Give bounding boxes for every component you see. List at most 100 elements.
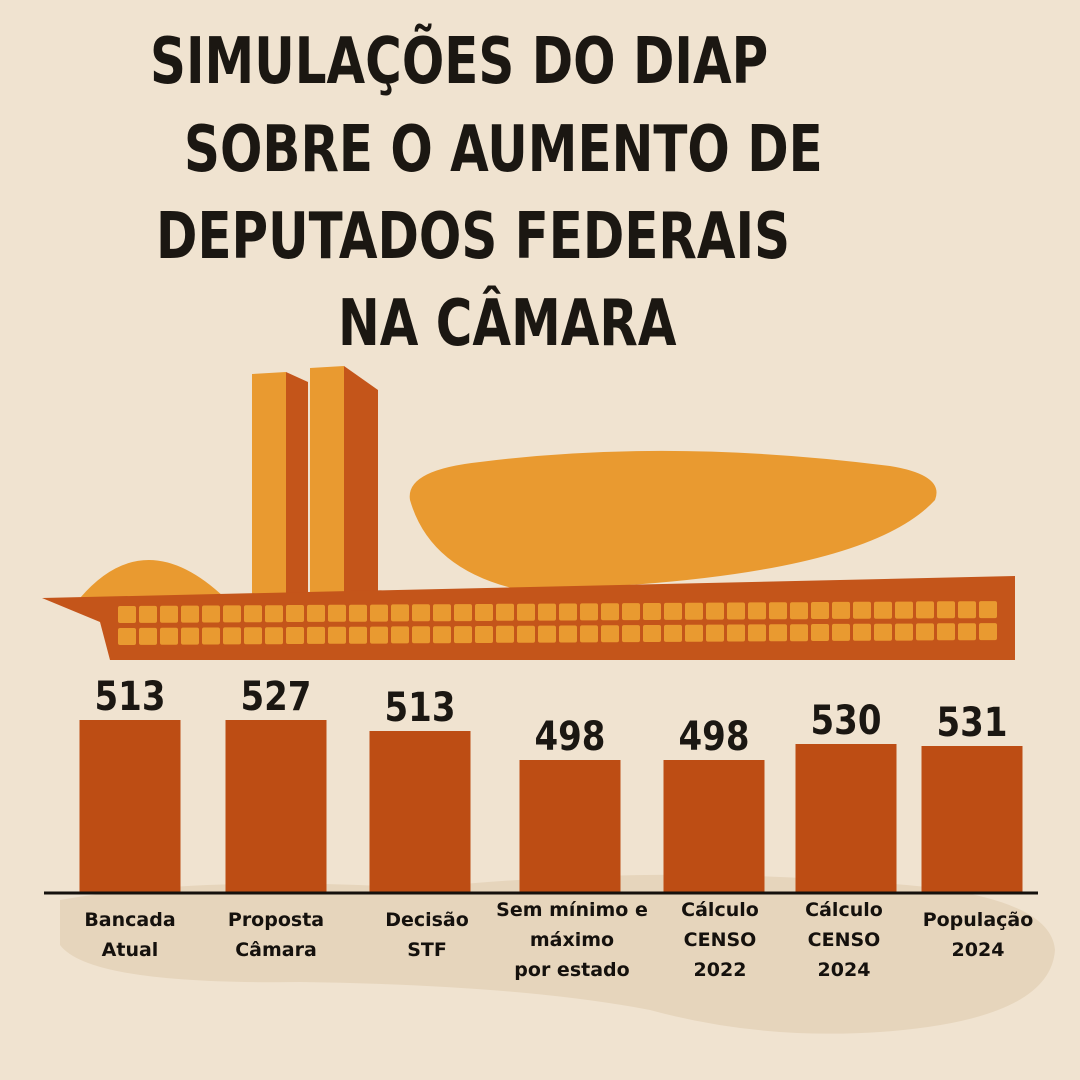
building-window	[622, 603, 640, 621]
category-label-4-line-2: 2022	[694, 959, 747, 981]
building-window	[349, 604, 367, 622]
building-window	[286, 627, 304, 644]
building-window	[811, 624, 829, 641]
building-window	[370, 626, 388, 644]
building-window	[265, 627, 283, 645]
bar-3	[519, 760, 621, 893]
bar-5	[795, 744, 897, 893]
building-window	[790, 602, 808, 620]
building-window	[160, 627, 178, 645]
building-window	[895, 601, 913, 619]
label-backdrop	[60, 874, 1055, 1034]
building-window	[307, 626, 325, 644]
building-window	[454, 604, 472, 622]
value-label-1: 527	[241, 673, 312, 719]
building-window	[223, 605, 241, 623]
building-window	[412, 604, 430, 622]
bar-4	[663, 760, 765, 893]
building-window	[832, 623, 850, 641]
building-window	[685, 602, 703, 620]
category-label-5-line-2: 2024	[818, 959, 871, 981]
tower-left	[252, 372, 286, 598]
building-window	[601, 603, 619, 621]
building-window	[160, 605, 178, 623]
building-window	[832, 601, 850, 619]
building-window	[559, 625, 577, 643]
building-window	[496, 603, 514, 621]
building-window	[937, 601, 955, 619]
building-window	[286, 605, 304, 622]
building-window	[790, 624, 808, 642]
bar-0	[79, 720, 181, 893]
building-window	[265, 605, 283, 623]
building-window	[391, 626, 409, 644]
category-label-1-line-1: Câmara	[235, 939, 317, 961]
building-window	[475, 626, 493, 643]
building-window	[958, 601, 976, 619]
category-label-4-line-0: Cálculo	[681, 899, 759, 921]
category-label-1-line-0: Proposta	[228, 909, 324, 931]
building-window	[643, 625, 661, 642]
building-window	[496, 625, 514, 643]
building-window	[748, 602, 766, 620]
category-label-2-line-0: Decisão	[385, 909, 469, 931]
title-line-4: NA CÂMARA	[338, 287, 677, 361]
building-window	[853, 623, 871, 641]
building-window	[433, 626, 451, 644]
building-window	[580, 603, 598, 621]
building-window	[706, 602, 724, 620]
building-window	[139, 627, 157, 645]
congress-building-illustration	[42, 366, 1015, 660]
building-window	[538, 603, 556, 621]
category-label-2-line-1: STF	[407, 939, 447, 961]
value-label-5: 530	[811, 697, 882, 743]
building-window	[181, 605, 199, 623]
chamber-bowl	[409, 450, 937, 590]
category-label-0-line-1: Atual	[102, 939, 159, 961]
building-window	[517, 603, 535, 621]
building-window	[916, 623, 934, 641]
building-window	[433, 604, 451, 622]
bar-6	[921, 746, 1023, 893]
building-window	[139, 605, 157, 623]
tower-right-side	[344, 366, 378, 598]
category-label-3-line-0: Sem mínimo e	[496, 899, 648, 921]
category-label-5-line-0: Cálculo	[805, 899, 883, 921]
building-window	[811, 602, 829, 619]
building-window	[118, 606, 136, 623]
building-window	[727, 602, 745, 620]
building-window	[853, 601, 871, 619]
category-label-0-line-0: Bancada	[84, 909, 175, 931]
building-window	[748, 624, 766, 642]
building-window	[412, 626, 430, 644]
building-window	[475, 604, 493, 621]
building-window	[685, 624, 703, 642]
building-window	[979, 623, 997, 641]
value-label-2: 513	[385, 684, 456, 730]
building-window	[244, 627, 262, 645]
building-window	[874, 601, 892, 619]
building-window	[244, 605, 262, 623]
building-window	[958, 623, 976, 641]
building-window	[769, 602, 787, 620]
building-window	[454, 626, 472, 644]
category-label-6-line-0: População	[923, 909, 1034, 931]
building-window	[664, 602, 682, 620]
building-window	[202, 605, 220, 623]
building-window	[937, 623, 955, 641]
value-label-3: 498	[535, 713, 606, 759]
value-label-4: 498	[679, 713, 750, 759]
building-window	[328, 626, 346, 644]
category-label-5-line-1: CENSO	[808, 929, 881, 951]
building-window	[307, 604, 325, 622]
building-window	[328, 604, 346, 622]
bar-2	[369, 731, 471, 893]
building-window	[727, 624, 745, 642]
building-window	[223, 627, 241, 645]
senate-dome	[80, 560, 225, 598]
building-window	[874, 623, 892, 641]
building-window	[370, 604, 388, 622]
tower-left-side	[286, 372, 308, 598]
category-label-4-line-1: CENSO	[684, 929, 757, 951]
building-window	[706, 624, 724, 642]
